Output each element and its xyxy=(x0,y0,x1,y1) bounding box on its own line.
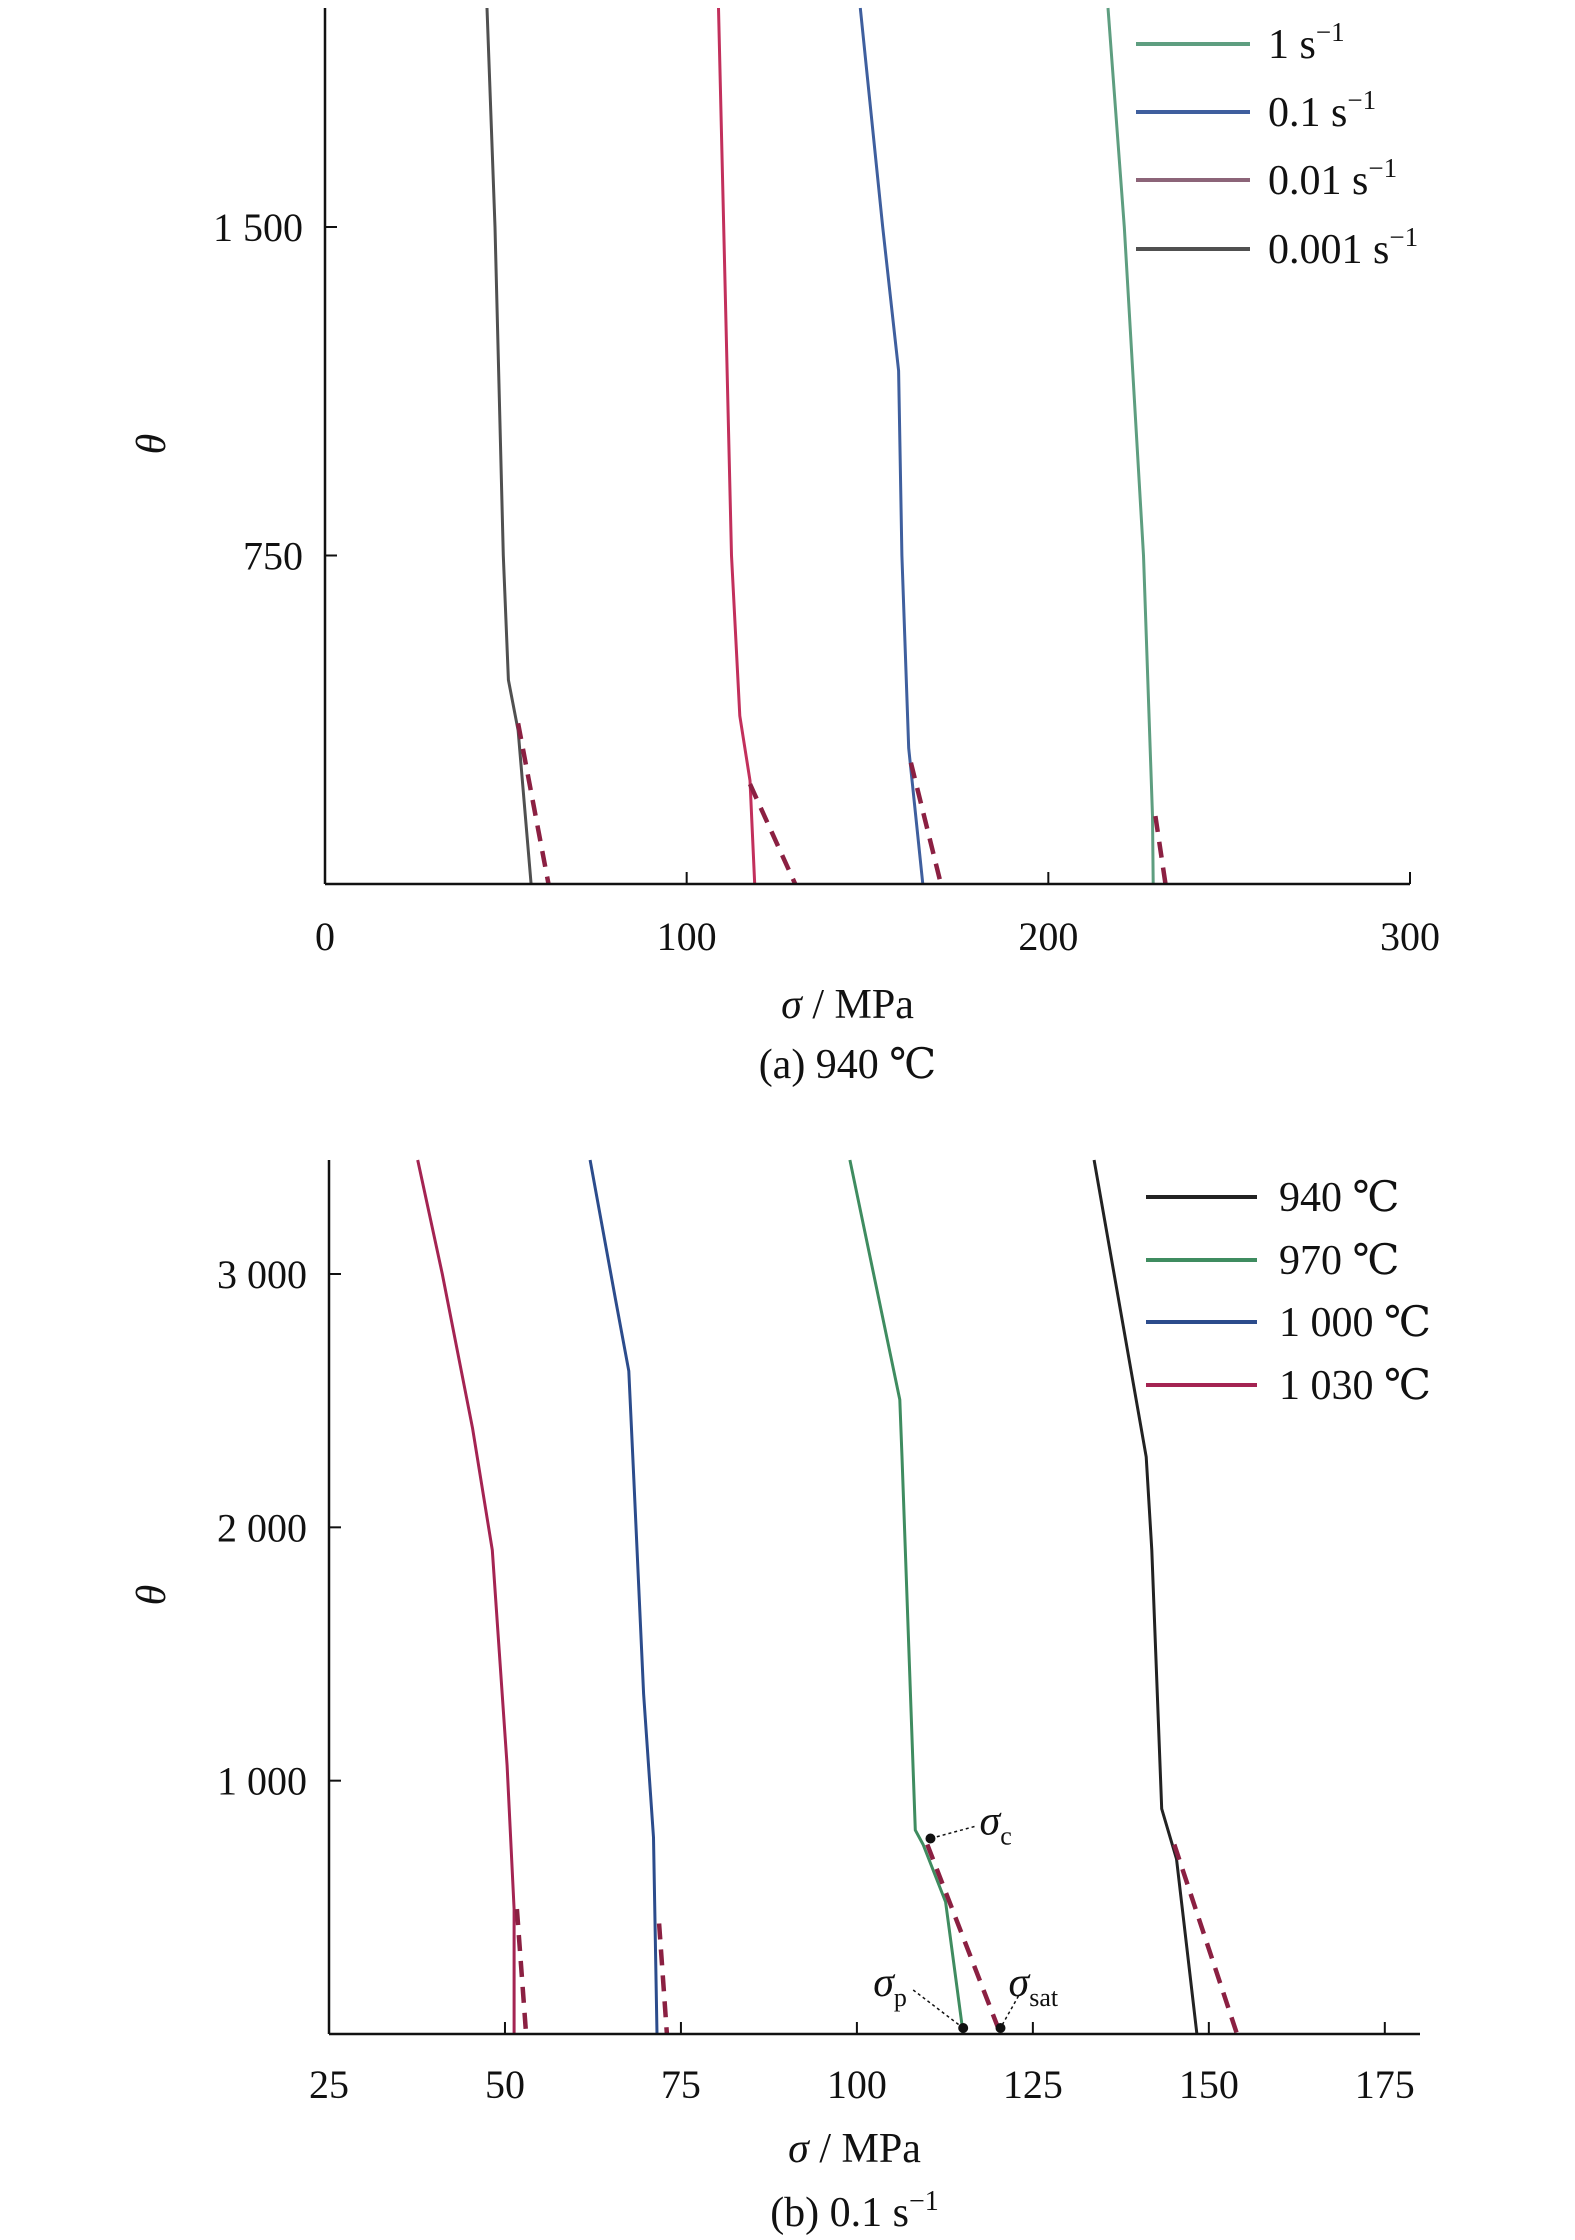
legend-label-superscript: −1 xyxy=(1389,222,1418,252)
x-tick-label: 125 xyxy=(1003,2062,1063,2107)
legend-label-text: 0.01 s xyxy=(1268,158,1368,204)
annotation-symbol: σ xyxy=(979,1799,1002,1845)
x-axis-label: σ / MPa xyxy=(781,982,914,1028)
series-line-1 xyxy=(858,7,925,885)
x-tick-label: 300 xyxy=(1380,914,1440,959)
legend-label-text: 0.001 s xyxy=(1268,227,1389,273)
caption-text: (b) 0.1 s xyxy=(770,2190,909,2236)
legend-label: 0.001 s−1 xyxy=(1268,222,1418,273)
x-axis-label-unit: / MPa xyxy=(802,982,914,1028)
annotation-subscript: p xyxy=(894,1983,907,2012)
series-line-2 xyxy=(588,1159,659,2035)
annotation-symbol: σ xyxy=(873,1960,896,2006)
y-tick-label: 2 000 xyxy=(217,1505,307,1550)
legend-label: 0.01 s−1 xyxy=(1268,153,1397,204)
x-axis-label: σ / MPa xyxy=(788,2126,921,2172)
y-tick-label: 1 000 xyxy=(217,1759,307,1804)
y-tick-label: 1 500 xyxy=(213,205,303,250)
legend-label-text: 1 000 ℃ xyxy=(1279,1300,1431,1346)
annotation-arrowhead xyxy=(958,2023,969,2033)
fit-line-dashed-0 xyxy=(1172,1843,1240,2035)
legend-label: 0.1 s−1 xyxy=(1268,85,1376,136)
annotation-arrowhead xyxy=(925,1833,936,1844)
x-tick-label: 200 xyxy=(1018,914,1078,959)
y-axis-label: θ xyxy=(129,434,175,455)
chart-b: 25 50 75 100 125 150 175 1 000 2 000 3 000 σ / MPa… xyxy=(129,1159,1431,2236)
legend-label-superscript: −1 xyxy=(1347,85,1376,115)
x-axis-label-symbol: σ xyxy=(788,2126,811,2172)
x-tick-label: 100 xyxy=(657,914,717,959)
series-line-0 xyxy=(1106,7,1155,885)
series-line-3 xyxy=(416,1159,516,2034)
x-tick-label: 75 xyxy=(661,2062,701,2107)
fit-line-dashed-1 xyxy=(908,762,944,885)
y-tick-label: 750 xyxy=(243,534,303,579)
legend: 1 s−10.1 s−10.01 s−10.001 s−1 xyxy=(1136,17,1418,273)
annotation-leader xyxy=(999,1995,1020,2029)
fit-line-dashed-1 xyxy=(925,1843,1003,2035)
series-line-3 xyxy=(485,7,533,885)
fit-line-dashed-2 xyxy=(656,1923,670,2035)
legend-label-text: 1 s xyxy=(1268,22,1316,68)
legend-label: 1 000 ℃ xyxy=(1279,1300,1431,1346)
annotation-leader xyxy=(912,1989,964,2029)
legend-label-superscript: −1 xyxy=(1368,153,1397,183)
series-line-1 xyxy=(848,1159,965,2035)
series-line-2 xyxy=(717,7,757,885)
legend-label-text: 970 ℃ xyxy=(1279,1238,1399,1284)
annotation-label-sat: σsat xyxy=(1008,1960,1058,2012)
annotation-label-p: σp xyxy=(873,1960,907,2012)
legend-label: 940 ℃ xyxy=(1279,1175,1399,1221)
x-tick-label: 0 xyxy=(315,914,335,959)
legend-label-text: 1 030 ℃ xyxy=(1279,1363,1431,1409)
fit-line-dashed-3 xyxy=(514,1908,529,2035)
x-tick-label: 175 xyxy=(1355,2062,1415,2107)
annotation-subscript: sat xyxy=(1029,1983,1059,2012)
chart-caption: (b) 0.1 s−1 xyxy=(770,2186,939,2236)
fit-line-dashed-3 xyxy=(515,722,551,885)
legend-label: 1 s−1 xyxy=(1268,17,1345,68)
legend-label-superscript: −1 xyxy=(1316,17,1345,47)
caption-superscript: −1 xyxy=(909,2186,939,2217)
annotation-subscript: c xyxy=(1000,1822,1012,1851)
y-axis-label: θ xyxy=(129,1585,175,1606)
x-tick-label: 50 xyxy=(485,2062,525,2107)
legend-label-text: 940 ℃ xyxy=(1279,1175,1399,1221)
x-tick-label: 150 xyxy=(1179,2062,1239,2107)
chart-caption: (a) 940 ℃ xyxy=(759,1042,937,1088)
fit-line-dashed-2 xyxy=(747,783,798,885)
x-tick-label: 100 xyxy=(827,2062,887,2107)
legend-label: 1 030 ℃ xyxy=(1279,1363,1431,1409)
y-tick-label: 3 000 xyxy=(217,1252,307,1297)
fit-line-dashed-0 xyxy=(1153,815,1168,885)
legend-label-text: 0.1 s xyxy=(1268,90,1347,136)
x-axis-label-symbol: σ xyxy=(781,982,804,1028)
legend-label: 970 ℃ xyxy=(1279,1238,1399,1284)
legend: 940 ℃ 970 ℃ 1 000 ℃ 1 030 ℃ xyxy=(1146,1175,1431,1409)
annotation-leader xyxy=(930,1825,975,1840)
annotation-arrowhead xyxy=(995,2023,1006,2033)
x-axis-label-unit: / MPa xyxy=(809,2126,921,2172)
annotation-symbol: σ xyxy=(1008,1960,1031,2006)
caption-text: (a) 940 ℃ xyxy=(759,1042,937,1088)
series-line-0 xyxy=(1092,1159,1199,2035)
x-tick-label: 25 xyxy=(309,2062,349,2107)
annotation-label-c: σc xyxy=(979,1799,1011,1851)
